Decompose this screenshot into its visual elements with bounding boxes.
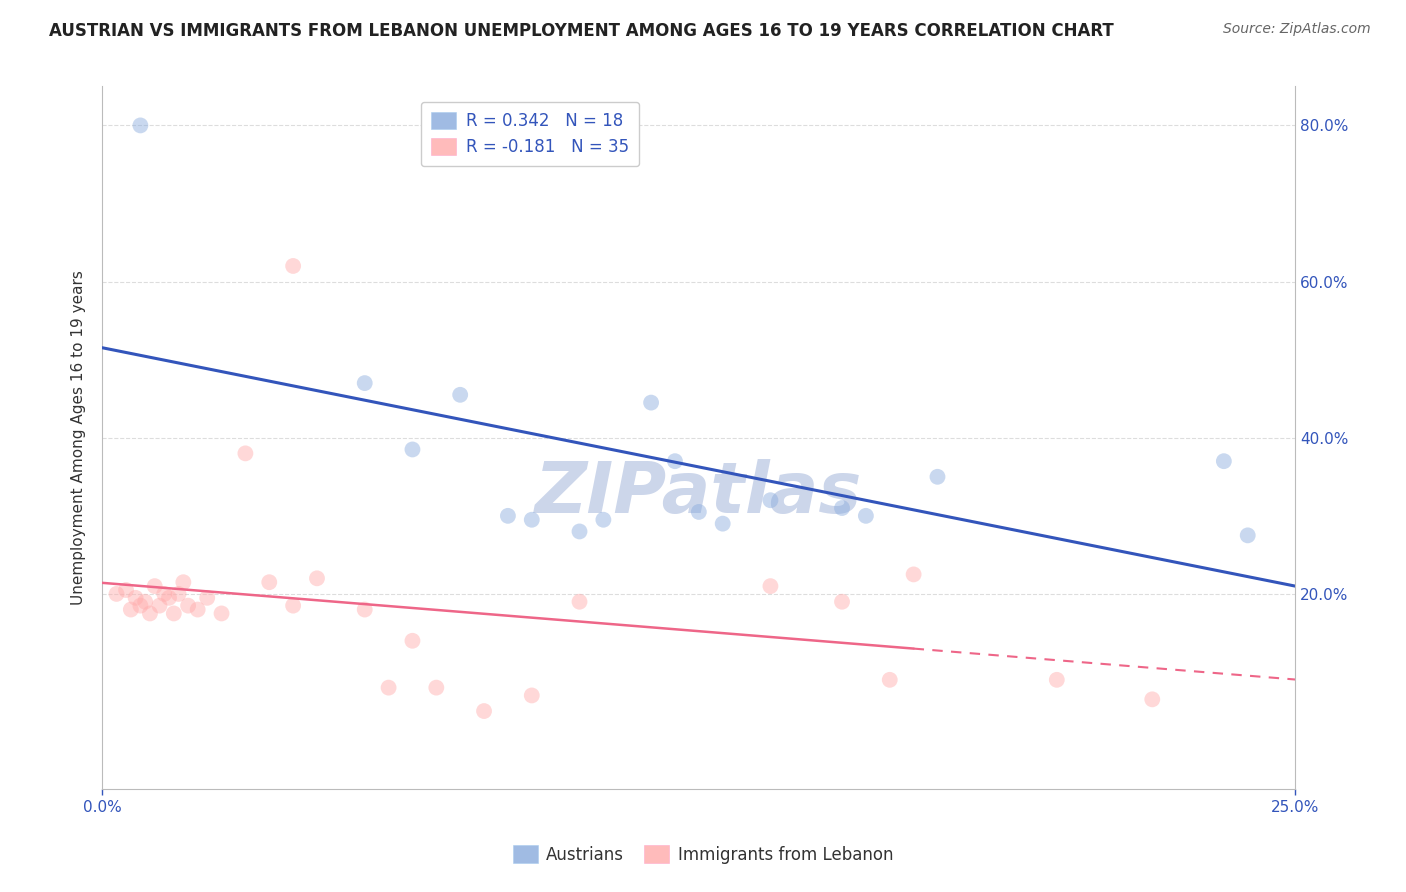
Point bbox=[1212, 454, 1234, 468]
Point bbox=[831, 595, 853, 609]
Point bbox=[664, 454, 686, 468]
Point bbox=[520, 689, 543, 703]
Point bbox=[211, 607, 233, 621]
Point bbox=[377, 681, 399, 695]
Point bbox=[105, 587, 128, 601]
Point bbox=[124, 591, 146, 605]
Point bbox=[167, 587, 190, 601]
Point bbox=[903, 567, 925, 582]
Point bbox=[496, 508, 519, 523]
Point bbox=[172, 575, 194, 590]
Point bbox=[568, 595, 591, 609]
Legend: Austrians, Immigrants from Lebanon: Austrians, Immigrants from Lebanon bbox=[506, 838, 900, 871]
Point bbox=[281, 259, 304, 273]
Point bbox=[1236, 528, 1258, 542]
Point bbox=[129, 599, 152, 613]
Point bbox=[759, 493, 782, 508]
Point bbox=[1142, 692, 1164, 706]
Point bbox=[129, 119, 152, 133]
Point bbox=[115, 582, 138, 597]
Point bbox=[425, 681, 447, 695]
Point bbox=[688, 505, 710, 519]
Point bbox=[305, 571, 328, 585]
Point bbox=[568, 524, 591, 539]
Point bbox=[472, 704, 495, 718]
Point bbox=[831, 501, 853, 516]
Point bbox=[401, 442, 423, 457]
Point bbox=[879, 673, 901, 687]
Y-axis label: Unemployment Among Ages 16 to 19 years: Unemployment Among Ages 16 to 19 years bbox=[72, 270, 86, 605]
Point bbox=[163, 607, 186, 621]
Point bbox=[235, 446, 257, 460]
Point bbox=[134, 595, 156, 609]
Point bbox=[281, 599, 304, 613]
Point bbox=[401, 633, 423, 648]
Point bbox=[353, 376, 375, 390]
Point bbox=[259, 575, 281, 590]
Text: ZIPatlas: ZIPatlas bbox=[536, 459, 862, 528]
Point bbox=[927, 470, 949, 484]
Point bbox=[855, 508, 877, 523]
Text: Source: ZipAtlas.com: Source: ZipAtlas.com bbox=[1223, 22, 1371, 37]
Point bbox=[640, 395, 662, 409]
Point bbox=[592, 513, 614, 527]
Point bbox=[449, 388, 471, 402]
Point bbox=[120, 602, 142, 616]
Point bbox=[148, 599, 170, 613]
Point bbox=[177, 599, 200, 613]
Legend: R = 0.342   N = 18, R = -0.181   N = 35: R = 0.342 N = 18, R = -0.181 N = 35 bbox=[420, 102, 638, 167]
Text: AUSTRIAN VS IMMIGRANTS FROM LEBANON UNEMPLOYMENT AMONG AGES 16 TO 19 YEARS CORRE: AUSTRIAN VS IMMIGRANTS FROM LEBANON UNEM… bbox=[49, 22, 1114, 40]
Point bbox=[1046, 673, 1069, 687]
Point bbox=[143, 579, 166, 593]
Point bbox=[759, 579, 782, 593]
Point bbox=[187, 602, 209, 616]
Point bbox=[195, 591, 218, 605]
Point bbox=[353, 602, 375, 616]
Point bbox=[139, 607, 162, 621]
Point bbox=[153, 587, 176, 601]
Point bbox=[157, 591, 180, 605]
Point bbox=[520, 513, 543, 527]
Point bbox=[711, 516, 734, 531]
